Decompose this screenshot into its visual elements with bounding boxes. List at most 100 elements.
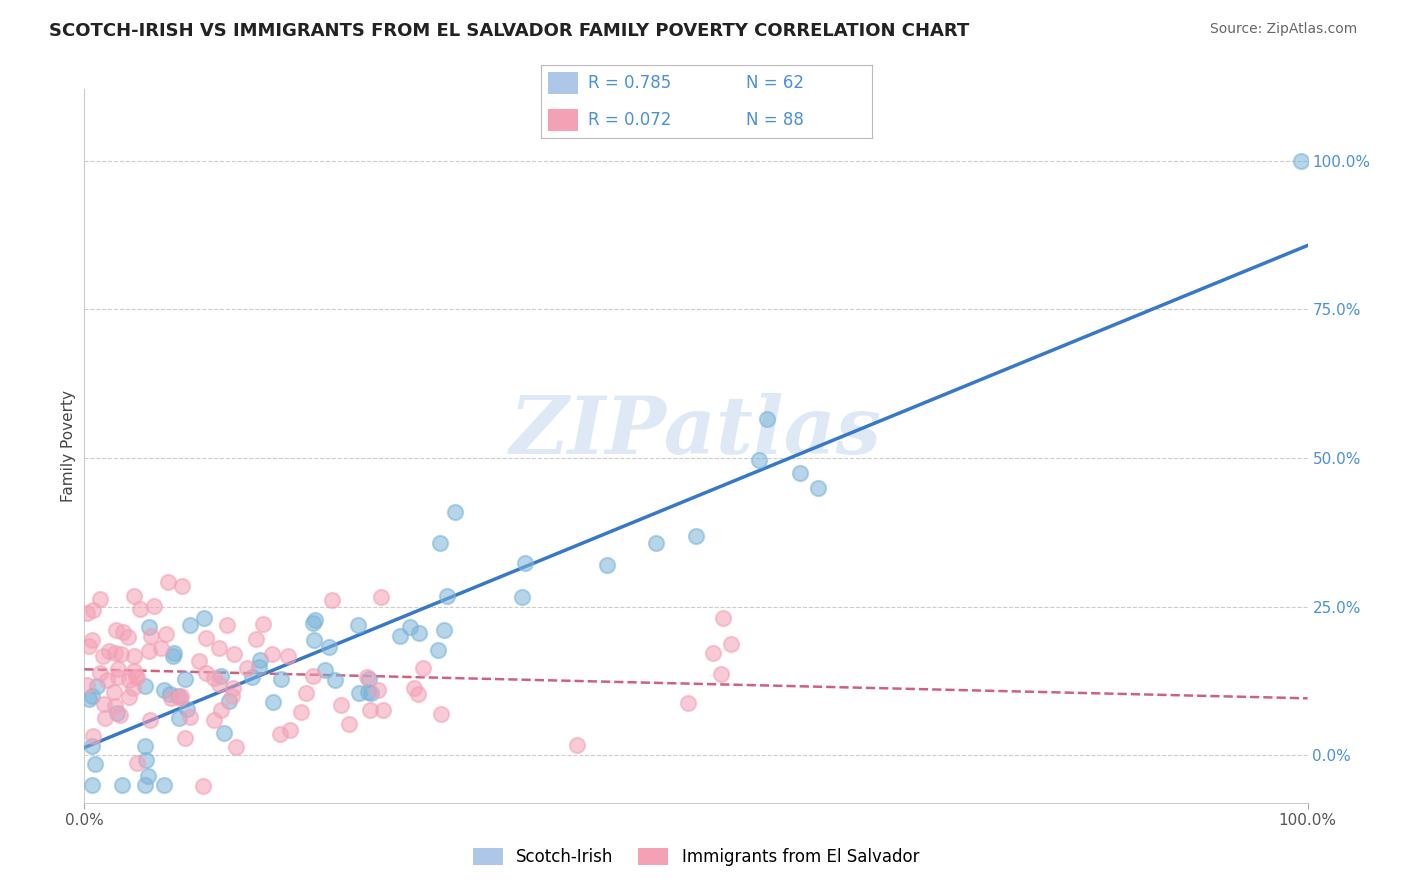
Point [179, 618, 201, 632]
Point [347, 617, 370, 632]
Point [143, 599, 166, 613]
Text: Source: ZipAtlas.com: Source: ZipAtlas.com [1209, 22, 1357, 37]
Point [138, 713, 160, 727]
Point [314, 664, 336, 678]
Point [93, 697, 115, 711]
Point [209, 669, 232, 683]
Point [187, 654, 209, 668]
Point [270, 672, 292, 686]
Point [217, 617, 239, 632]
Point [153, 778, 176, 792]
Point [330, 698, 353, 713]
Point [169, 691, 191, 706]
Point [443, 505, 465, 519]
Point [176, 702, 198, 716]
Point [260, 647, 283, 661]
Point [321, 592, 343, 607]
Point [76, 606, 98, 620]
Y-axis label: Family Poverty: Family Poverty [60, 390, 76, 502]
Point [218, 694, 240, 708]
Point [596, 558, 619, 573]
Point [103, 685, 125, 699]
Point [193, 779, 215, 793]
Point [195, 666, 218, 681]
Point [138, 620, 160, 634]
Point [122, 665, 145, 679]
Point [163, 646, 186, 660]
Point [110, 647, 132, 661]
Point [134, 753, 156, 767]
Point [427, 643, 450, 657]
Point [134, 778, 156, 792]
Point [429, 536, 451, 550]
Point [408, 626, 430, 640]
Point [155, 627, 177, 641]
Point [89, 665, 111, 680]
Point [436, 589, 458, 603]
Point [1291, 153, 1313, 168]
Text: N = 62: N = 62 [747, 74, 804, 93]
Point [79, 692, 101, 706]
Point [685, 529, 707, 543]
Point [105, 623, 128, 637]
Point [249, 653, 271, 667]
Point [245, 632, 267, 646]
Point [224, 648, 246, 662]
Point [347, 685, 370, 699]
Point [160, 691, 183, 706]
Point [107, 670, 129, 684]
Point [262, 695, 284, 709]
Point [117, 690, 139, 704]
Point [82, 603, 104, 617]
Point [112, 625, 135, 640]
Point [404, 681, 426, 695]
Point [371, 703, 394, 717]
Point [159, 688, 181, 702]
Point [202, 671, 225, 685]
Point [302, 633, 325, 648]
Point [277, 649, 299, 664]
Point [412, 661, 434, 675]
Point [222, 681, 245, 696]
Point [170, 579, 193, 593]
Point [138, 644, 160, 658]
Point [193, 610, 215, 624]
Point [389, 629, 412, 643]
Point [124, 589, 146, 603]
Point [208, 677, 231, 691]
Point [212, 726, 235, 740]
Point [94, 711, 117, 725]
Point [360, 685, 382, 699]
Point [370, 590, 392, 604]
Point [111, 778, 134, 792]
Point [167, 711, 190, 725]
Point [118, 673, 141, 687]
Point [433, 623, 456, 637]
Point [236, 661, 259, 675]
Point [247, 660, 270, 674]
Point [194, 632, 217, 646]
Text: R = 0.072: R = 0.072 [588, 111, 671, 129]
Point [108, 708, 131, 723]
Point [91, 648, 114, 663]
Point [139, 629, 162, 643]
Point [430, 706, 453, 721]
Point [711, 610, 734, 624]
Point [357, 685, 380, 699]
Point [125, 670, 148, 684]
Text: R = 0.785: R = 0.785 [588, 74, 671, 93]
Point [122, 681, 145, 695]
Point [80, 739, 103, 754]
Point [323, 673, 346, 688]
Point [104, 646, 127, 660]
Point [252, 617, 274, 632]
Point [208, 641, 231, 656]
Point [174, 731, 197, 746]
Point [129, 602, 152, 616]
Point [107, 662, 129, 676]
Point [174, 672, 197, 686]
Point [167, 690, 190, 704]
Text: ZIPatlas: ZIPatlas [510, 393, 882, 470]
Point [79, 640, 101, 654]
Point [152, 682, 174, 697]
